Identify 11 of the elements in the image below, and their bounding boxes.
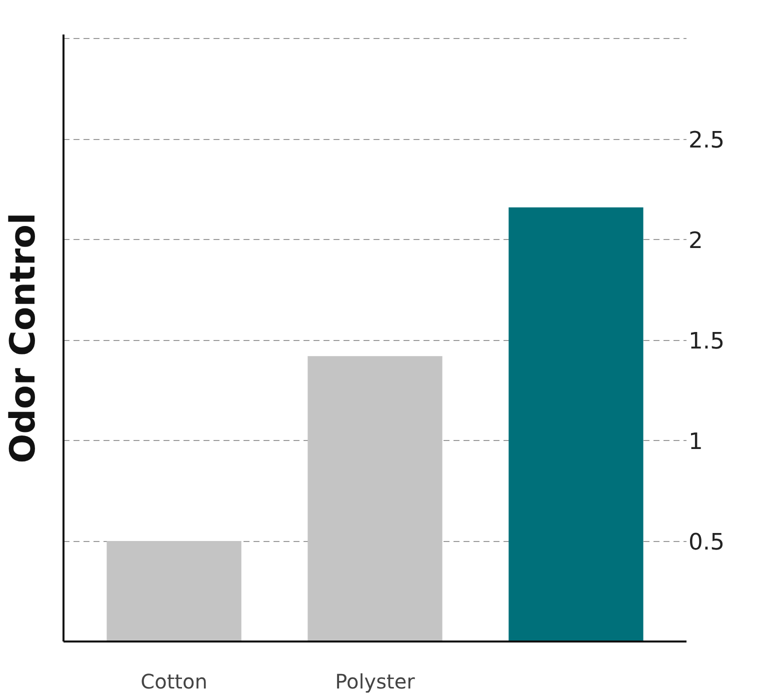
x-tick-label: Polyster	[335, 670, 416, 694]
bar	[308, 356, 442, 642]
y-tick-label: 1	[688, 429, 703, 456]
y-axis-title: Odor Control	[4, 212, 44, 464]
y-tick-label: 1.5	[688, 328, 725, 355]
y-tick-label: 2	[688, 228, 703, 254]
y-tick-label: 0.5	[688, 530, 725, 556]
y-tick-label: 2.5	[688, 128, 725, 154]
x-tick-label: Cotton	[140, 670, 208, 694]
bar	[508, 207, 644, 642]
bar	[106, 541, 242, 642]
